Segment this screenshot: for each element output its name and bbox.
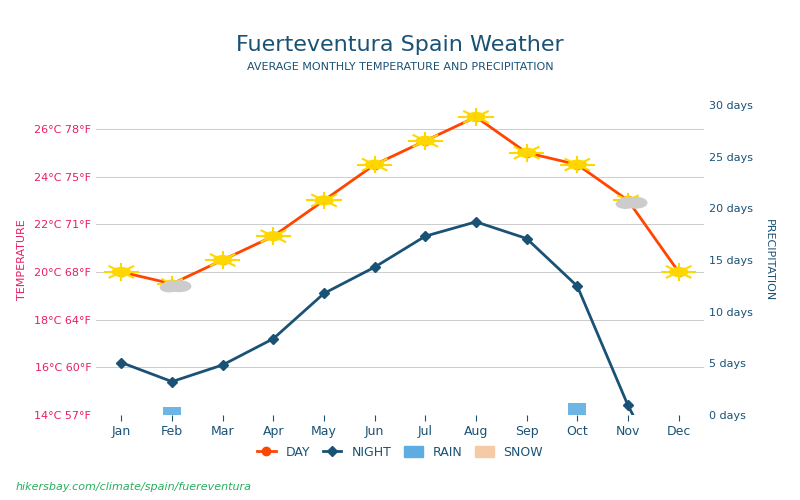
Circle shape <box>315 196 333 204</box>
Bar <box>569 402 586 415</box>
Circle shape <box>160 283 178 292</box>
Circle shape <box>518 148 536 157</box>
Circle shape <box>112 268 130 276</box>
Circle shape <box>625 198 646 208</box>
Bar <box>163 406 181 415</box>
Text: Fuerteventura Spain Weather: Fuerteventura Spain Weather <box>236 35 564 55</box>
Circle shape <box>670 268 688 276</box>
Circle shape <box>264 232 282 240</box>
Circle shape <box>164 281 180 289</box>
Y-axis label: TEMPERATURE: TEMPERATURE <box>17 220 27 300</box>
Circle shape <box>169 281 190 291</box>
Circle shape <box>366 160 384 169</box>
Circle shape <box>214 256 232 264</box>
Circle shape <box>621 197 636 204</box>
Circle shape <box>416 136 434 145</box>
Circle shape <box>165 280 179 287</box>
Legend: DAY, NIGHT, RAIN, SNOW: DAY, NIGHT, RAIN, SNOW <box>252 441 548 464</box>
Circle shape <box>467 112 485 121</box>
Circle shape <box>568 160 586 169</box>
Y-axis label: PRECIPITATION: PRECIPITATION <box>764 219 774 301</box>
Text: AVERAGE MONTHLY TEMPERATURE AND PRECIPITATION: AVERAGE MONTHLY TEMPERATURE AND PRECIPIT… <box>246 62 554 72</box>
Circle shape <box>616 200 634 208</box>
Circle shape <box>620 198 636 205</box>
Text: hikersbay.com/climate/spain/fuereventura: hikersbay.com/climate/spain/fuereventura <box>16 482 252 492</box>
